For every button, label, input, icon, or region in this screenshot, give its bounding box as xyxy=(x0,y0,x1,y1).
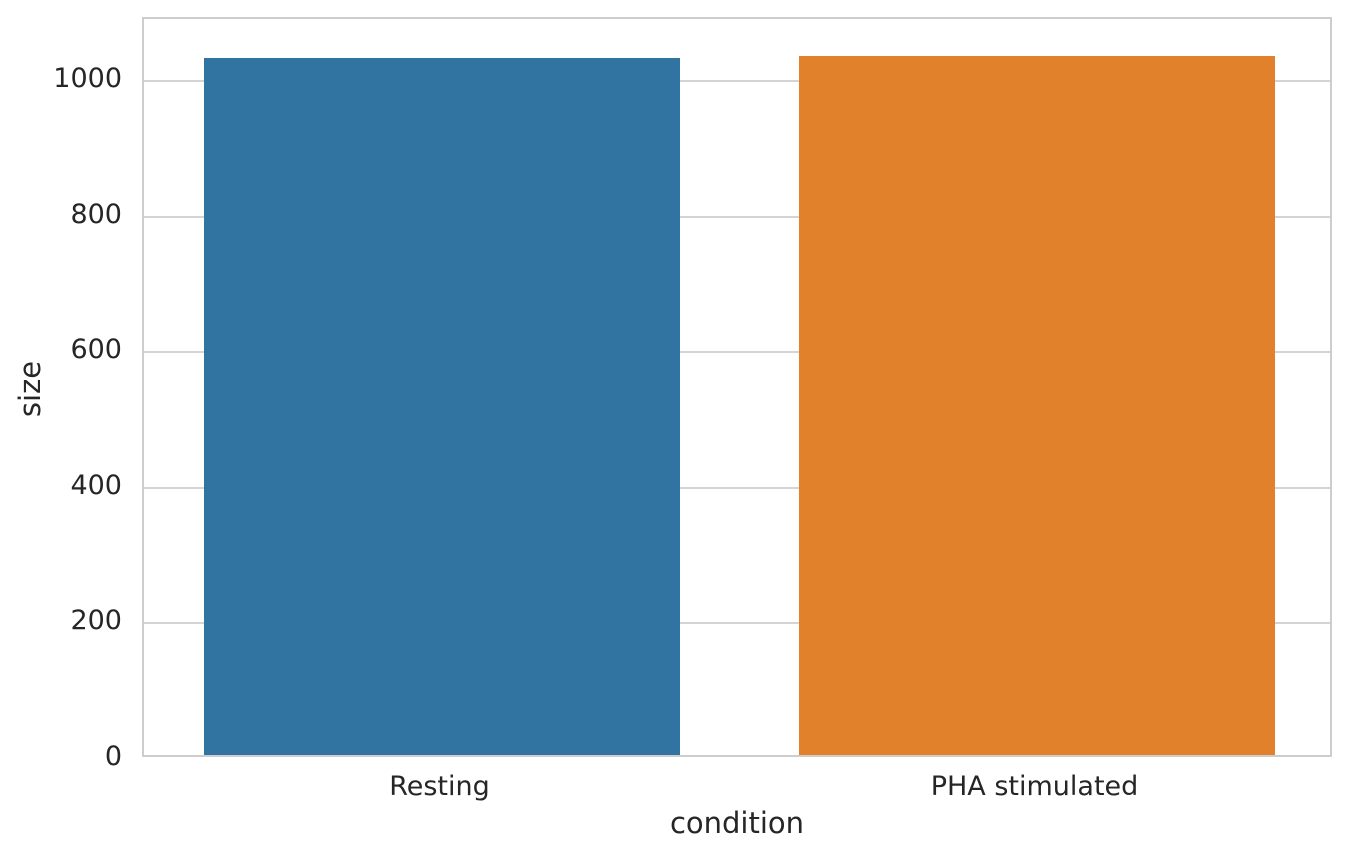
x-tick-label: Resting xyxy=(389,771,490,802)
gridline xyxy=(144,622,1330,625)
y-tick-label: 1000 xyxy=(53,63,122,95)
y-axis-tick-labels: 0 200 400 600 800 1000 xyxy=(0,0,122,858)
x-tick-label: PHA stimulated xyxy=(930,771,1139,802)
y-tick-label: 200 xyxy=(70,605,122,637)
gridline xyxy=(144,351,1330,354)
y-tick-label: 600 xyxy=(70,334,122,366)
y-tick-label: 0 xyxy=(104,741,122,772)
bar-resting xyxy=(203,58,680,755)
y-tick-label: 800 xyxy=(70,198,122,230)
bar-pha-stimulated xyxy=(798,56,1275,755)
y-axis-label: size xyxy=(13,360,47,418)
plot-area xyxy=(142,17,1332,757)
x-axis-label: condition xyxy=(669,806,805,840)
gridline xyxy=(144,486,1330,489)
gridline xyxy=(144,80,1330,83)
gridline xyxy=(144,215,1330,218)
y-tick-label: 400 xyxy=(70,469,122,501)
